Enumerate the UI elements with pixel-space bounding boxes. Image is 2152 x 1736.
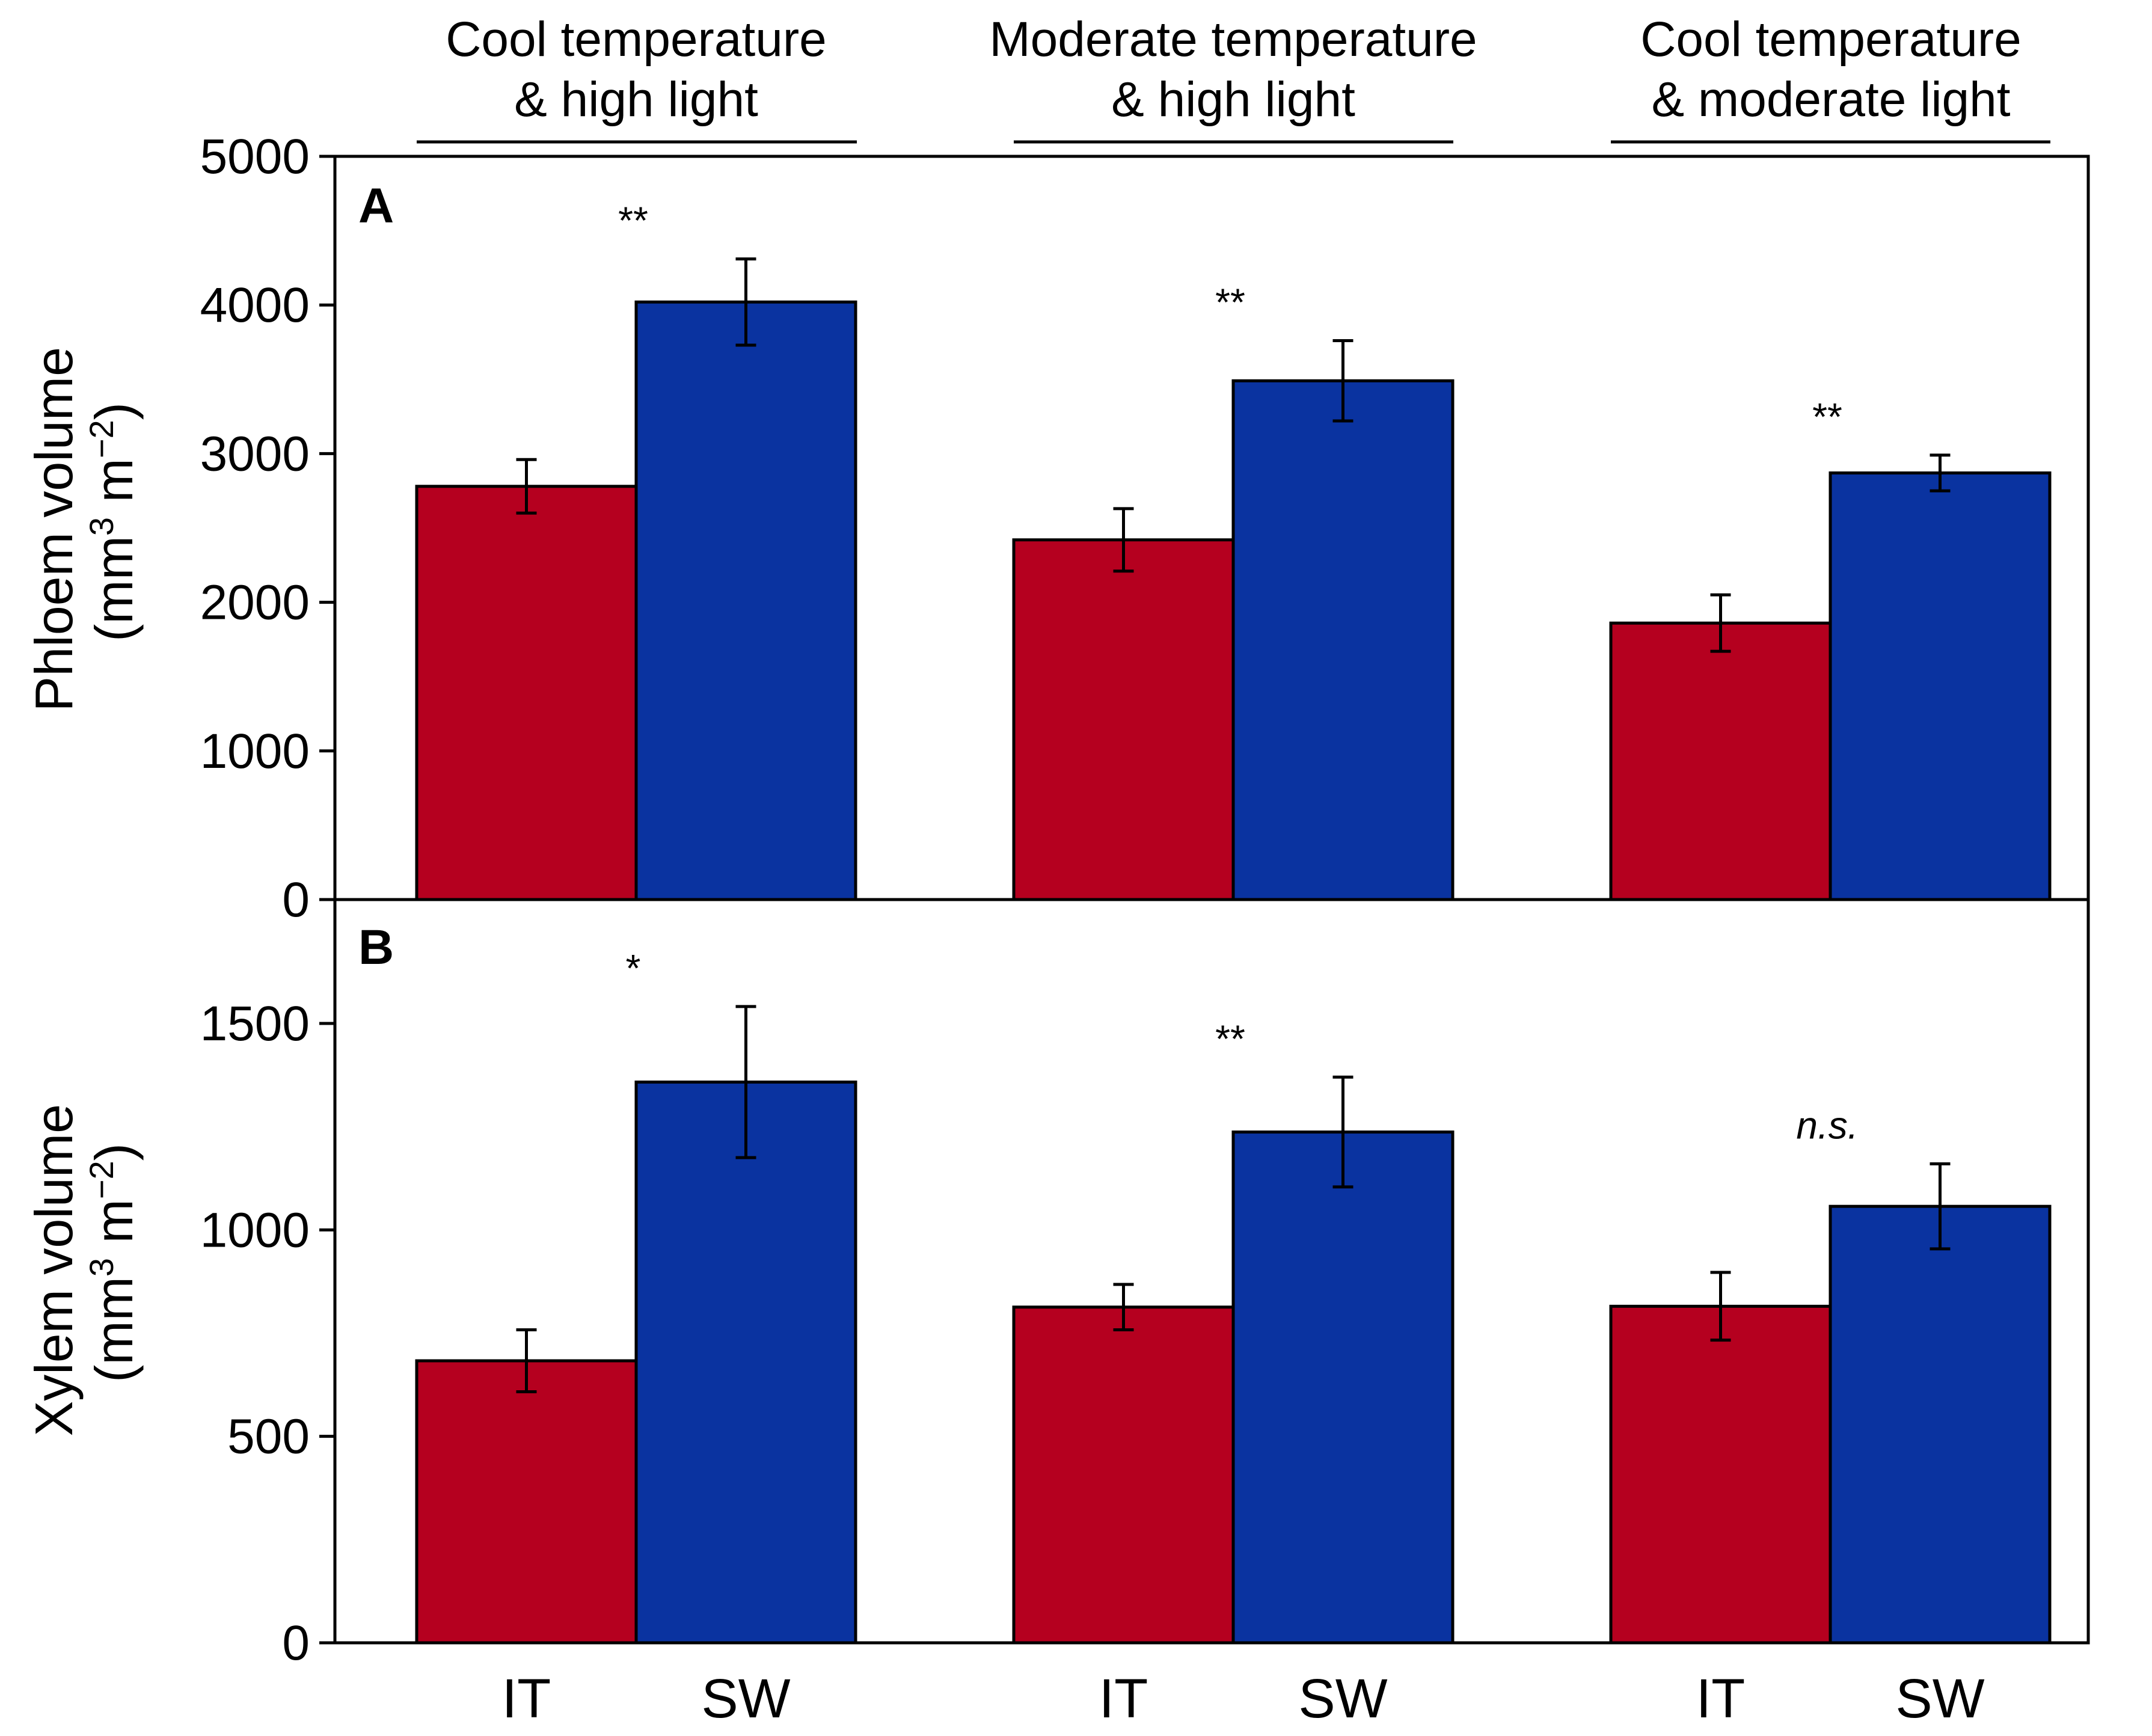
panel-a-bar-it-2 <box>1012 538 1235 901</box>
condition-2-label-line2: & high light <box>1111 72 1355 127</box>
panel-b-label: B <box>358 920 394 975</box>
x-category-labels: IT SW IT SW IT SW <box>502 1668 1985 1729</box>
panel-a-ytick-label: 5000 <box>200 129 310 184</box>
panel-b-ytick-label: 1000 <box>200 1203 310 1257</box>
panel-b-significance: ***n.s. <box>626 946 1859 1147</box>
x-label-it-2: IT <box>1099 1668 1148 1729</box>
panel-a-bar-sw-2 <box>1231 379 1455 901</box>
panel-a-significance-2: ** <box>1215 281 1245 324</box>
panel-b-significance-3: n.s. <box>1796 1103 1858 1147</box>
panel-a: ** ** ** 0 1000 2000 3000 4000 5000 A Phloem vo… <box>24 129 2052 927</box>
panel-b-bar-sw-2 <box>1231 1130 1455 1645</box>
panel-b-ytick-label: 0 <box>282 1616 310 1670</box>
condition-3-label-line1: Cool temperature <box>1640 12 2022 67</box>
panel-a-significance-1: ** <box>618 199 648 242</box>
x-label-sw-1: SW <box>701 1668 790 1729</box>
x-label-sw-2: SW <box>1298 1668 1387 1729</box>
panel-b-ylabel-line1: Xylem volume <box>24 1104 84 1437</box>
panel-a-ytick-label: 1000 <box>200 724 310 779</box>
panel-a-ylabel-line1: Phloem volume <box>24 347 84 712</box>
panel-a-bar-it-3 <box>1609 621 1832 901</box>
panel-a-ytick-label: 0 <box>282 873 310 927</box>
panel-b-bar-sw-3 <box>1829 1204 2052 1645</box>
panel-a-y-ticks: 0 1000 2000 3000 4000 5000 <box>200 129 335 927</box>
panel-b-significance-1: * <box>626 946 641 990</box>
panel-a-ytick-label: 2000 <box>200 575 310 630</box>
x-label-it-1: IT <box>502 1668 551 1729</box>
panel-a-label: A <box>358 179 394 233</box>
panel-b-ytick-label: 500 <box>227 1409 310 1464</box>
panel-a-significance: ** ** ** <box>618 199 1842 438</box>
panel-b-ylabel: Xylem volume (mm3 m−2) <box>24 1089 144 1436</box>
panel-b-bar-it-2 <box>1012 1305 1235 1645</box>
panel-b-bar-sw-1 <box>634 1081 857 1645</box>
panel-a-bar-sw-1 <box>634 300 857 901</box>
panel-b-significance-2: ** <box>1215 1017 1245 1060</box>
panel-a-bars <box>415 300 2052 901</box>
panel-b-ytick-label: 1500 <box>200 996 310 1051</box>
panel-a-bar-sw-3 <box>1829 471 2052 901</box>
panel-a-ytick-label: 3000 <box>200 426 310 481</box>
panel-b-bar-it-1 <box>415 1359 638 1645</box>
panel-a-significance-3: ** <box>1812 395 1842 438</box>
panel-b-bar-it-3 <box>1609 1304 1832 1645</box>
condition-2-label-line1: Moderate temperature <box>989 12 1477 67</box>
panel-a-bar-it-1 <box>415 485 638 901</box>
condition-3-label-line2: & moderate light <box>1651 72 2010 127</box>
panel-b-ylabel-line2: (mm3 m−2) <box>82 1143 144 1382</box>
panel-a-error-bars <box>516 257 1951 653</box>
condition-1-label-line1: Cool temperature <box>446 12 827 67</box>
panel-b-error-bars <box>516 1005 1951 1394</box>
x-label-sw-3: SW <box>1895 1668 1984 1729</box>
panel-b-y-ticks: 0 500 1000 1500 <box>200 996 335 1670</box>
panel-a-ylabel: Phloem volume (mm3 m−2) <box>24 333 144 712</box>
panel-b-frame <box>333 898 2090 1645</box>
condition-headers: Cool temperature & high light Moderate t… <box>417 12 2050 144</box>
panel-a-ylabel-line2: (mm3 m−2) <box>82 402 144 642</box>
condition-1-label-line2: & high light <box>514 72 758 127</box>
x-label-it-3: IT <box>1696 1668 1746 1729</box>
panel-a-ytick-label: 4000 <box>200 278 310 333</box>
panel-b-bars <box>415 1081 2052 1645</box>
